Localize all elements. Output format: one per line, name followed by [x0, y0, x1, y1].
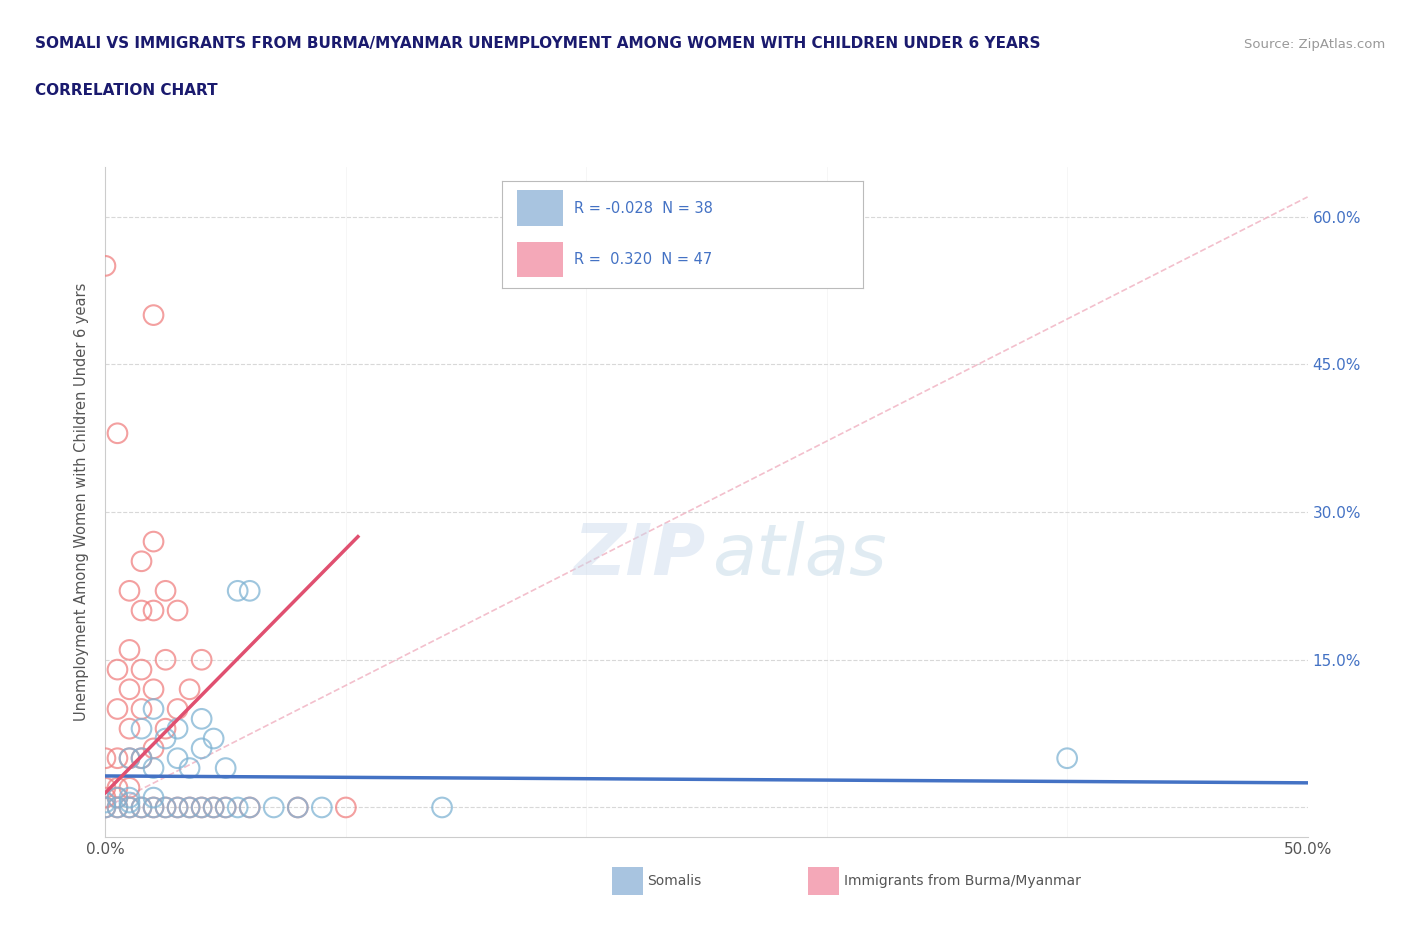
Point [335, 800, 357, 815]
Point [430, 800, 453, 815]
Point [142, 800, 165, 815]
Point [131, 800, 153, 815]
Point [118, 682, 141, 697]
Point [107, 780, 129, 795]
Text: Immigrants from Burma/Myanmar: Immigrants from Burma/Myanmar [844, 873, 1080, 888]
Point [142, 534, 165, 549]
Point [202, 731, 225, 746]
Point [311, 800, 333, 815]
Point [155, 800, 177, 815]
Point [131, 662, 153, 677]
Point [202, 800, 225, 815]
Point [107, 662, 129, 677]
Point [239, 583, 262, 598]
Point [226, 800, 249, 815]
Text: Source: ZipAtlas.com: Source: ZipAtlas.com [1244, 38, 1385, 51]
Point [107, 800, 129, 815]
Point [190, 800, 212, 815]
Point [179, 800, 201, 815]
Point [202, 800, 225, 815]
Point [190, 741, 212, 756]
Point [166, 751, 188, 765]
Text: Somalis: Somalis [647, 873, 702, 888]
Point [155, 722, 177, 737]
Point [142, 790, 165, 805]
Point [107, 701, 129, 716]
Point [94, 751, 117, 765]
Point [179, 800, 201, 815]
Point [155, 731, 177, 746]
Point [226, 583, 249, 598]
Point [263, 800, 285, 815]
Point [142, 682, 165, 697]
Point [118, 583, 141, 598]
Point [107, 800, 129, 815]
Point [94, 780, 117, 795]
Point [166, 701, 188, 716]
Point [94, 790, 117, 805]
Point [118, 800, 141, 815]
Point [131, 701, 153, 716]
Text: CORRELATION CHART: CORRELATION CHART [35, 83, 218, 98]
Point [107, 790, 129, 805]
Point [118, 790, 141, 805]
Point [214, 800, 236, 815]
Point [155, 583, 177, 598]
Point [131, 751, 153, 765]
Point [190, 652, 212, 667]
Point [166, 603, 188, 618]
Point [118, 722, 141, 737]
Point [214, 800, 236, 815]
Point [131, 722, 153, 737]
Point [239, 800, 262, 815]
Point [131, 554, 153, 569]
Point [214, 761, 236, 776]
Point [190, 800, 212, 815]
Point [287, 800, 309, 815]
Point [179, 682, 201, 697]
Point [155, 652, 177, 667]
Point [166, 800, 188, 815]
Point [94, 800, 117, 815]
Text: ZIP: ZIP [574, 522, 707, 591]
Point [142, 308, 165, 323]
Point [118, 795, 141, 810]
Point [142, 741, 165, 756]
Point [94, 800, 117, 815]
Point [155, 800, 177, 815]
Point [239, 800, 262, 815]
Point [107, 790, 129, 805]
Text: atlas: atlas [713, 522, 887, 591]
Point [118, 751, 141, 765]
Y-axis label: Unemployment Among Women with Children Under 6 years: Unemployment Among Women with Children U… [75, 283, 90, 722]
Point [142, 701, 165, 716]
Point [107, 751, 129, 765]
Point [94, 259, 117, 273]
Point [131, 751, 153, 765]
Point [131, 800, 153, 815]
Point [118, 780, 141, 795]
Point [1056, 751, 1078, 765]
Point [94, 795, 117, 810]
Point [287, 800, 309, 815]
Point [118, 800, 141, 815]
Point [118, 643, 141, 658]
Text: SOMALI VS IMMIGRANTS FROM BURMA/MYANMAR UNEMPLOYMENT AMONG WOMEN WITH CHILDREN U: SOMALI VS IMMIGRANTS FROM BURMA/MYANMAR … [35, 36, 1040, 51]
Point [179, 761, 201, 776]
Point [166, 722, 188, 737]
Point [166, 800, 188, 815]
Point [118, 751, 141, 765]
Point [131, 603, 153, 618]
Point [142, 603, 165, 618]
Point [142, 761, 165, 776]
Point [190, 711, 212, 726]
Point [107, 426, 129, 441]
Point [142, 800, 165, 815]
